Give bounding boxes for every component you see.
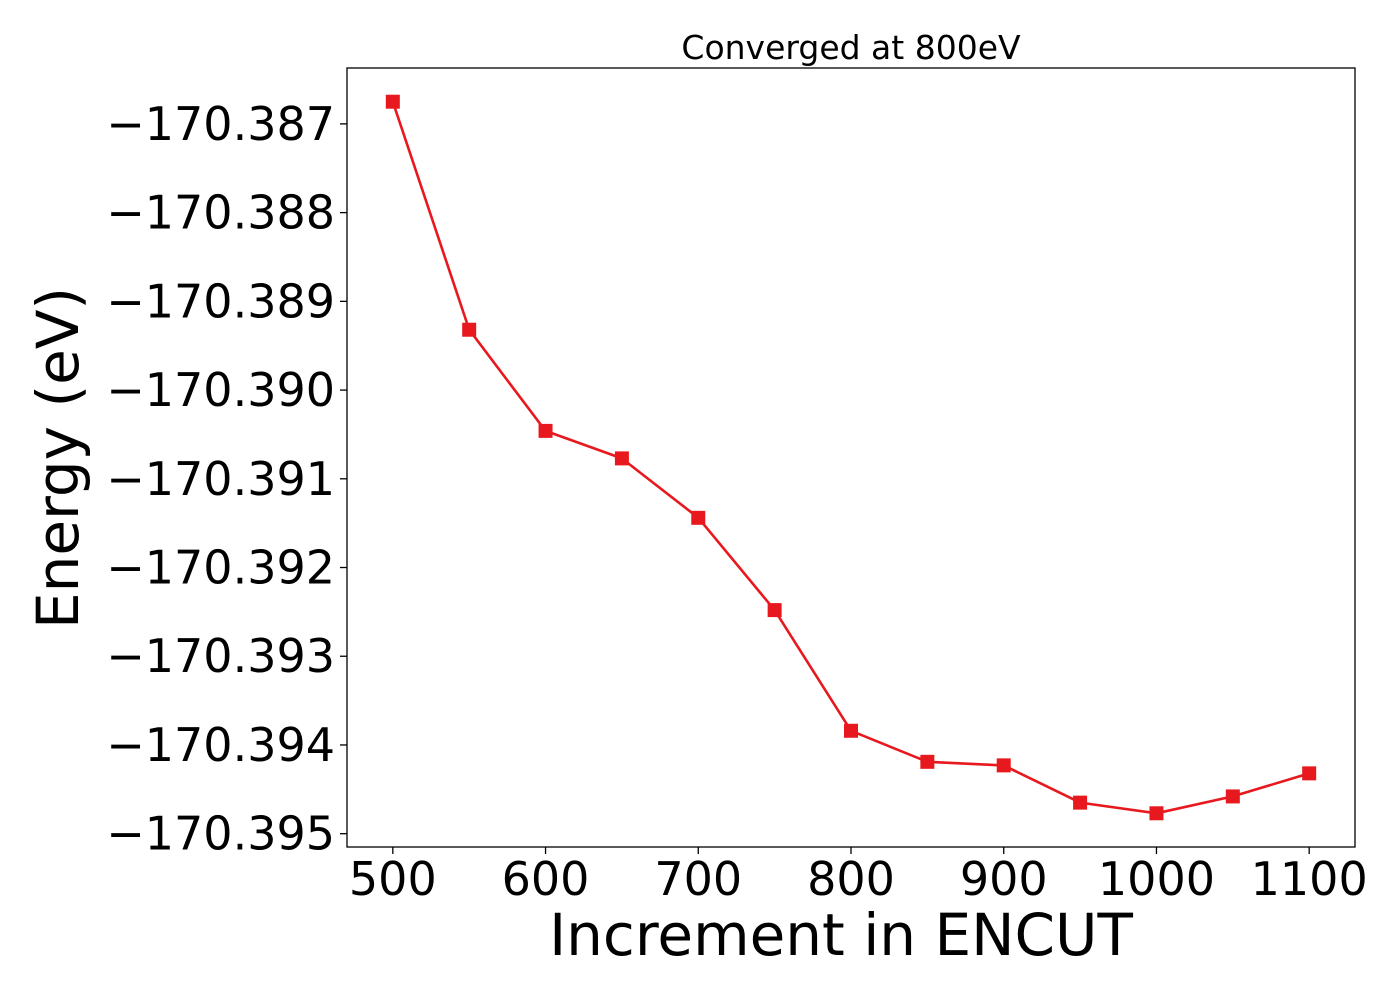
x-axis: 500 600 700 800 900 1000 1100 (349, 847, 1368, 906)
x-axis-label: Increment in ENCUT (549, 901, 1133, 969)
data-point (1073, 795, 1088, 810)
series-line (391, 101, 1310, 815)
data-point (1302, 766, 1317, 781)
y-tick-label: −170.394 (106, 718, 335, 772)
x-tick-label: 1000 (1098, 852, 1215, 906)
data-point (462, 322, 477, 337)
data-point (844, 723, 858, 738)
data-point (385, 94, 400, 109)
x-tick-label: 900 (960, 852, 1048, 906)
series-layer (385, 94, 1317, 821)
x-tick-label: 500 (349, 852, 437, 906)
y-tick-label: −170.389 (106, 274, 335, 328)
data-point (767, 603, 782, 618)
y-tick-label: −170.387 (106, 97, 335, 151)
chart-title: Converged at 800eV (681, 28, 1021, 67)
y-tick-label: −170.390 (106, 363, 335, 417)
y-tick-label: −170.395 (106, 807, 335, 861)
y-axis-label: Energy (eV) (24, 287, 92, 629)
y-axis: −170.387 −170.388 −170.389 −170.390 −170.391… (106, 97, 347, 861)
y-tick-label: −170.393 (106, 629, 335, 683)
data-point (996, 758, 1011, 773)
y-tick-label: −170.391 (106, 452, 335, 506)
data-point (1225, 789, 1240, 804)
x-tick-label: 800 (807, 852, 895, 906)
x-tick-label: 600 (502, 852, 590, 906)
data-point (920, 754, 935, 769)
y-tick-label: −170.392 (106, 541, 335, 595)
data-point (614, 451, 629, 466)
data-point (1149, 806, 1164, 821)
y-tick-label: −170.388 (106, 186, 335, 240)
x-tick-label: 700 (654, 852, 742, 906)
x-tick-label: 1100 (1251, 852, 1368, 906)
data-point (538, 423, 553, 438)
data-point (691, 510, 706, 525)
